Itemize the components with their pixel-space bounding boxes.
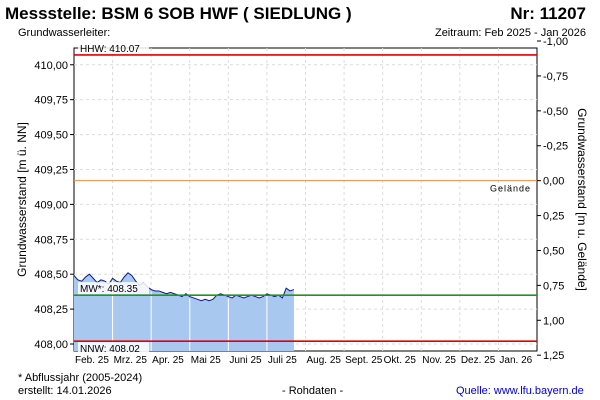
y2-tick-label: -0,50	[543, 106, 568, 118]
reference-label-gelaende: Gelände	[490, 184, 531, 194]
x-tick-label: Juni 25	[229, 355, 262, 366]
reference-label-bg	[78, 282, 150, 295]
x-tick-label: Dez. 25	[461, 355, 496, 366]
reference-label-bg	[78, 342, 150, 355]
source-link[interactable]: Quelle: www.lfu.bayern.de	[456, 385, 584, 397]
raw-data-note: - Rohdaten -	[282, 385, 344, 397]
x-tick-label: Sept. 25	[345, 355, 383, 366]
y-tick-label: 408,75	[34, 234, 68, 246]
y-axis-label: Grundwasserstand [m ü. NN]	[15, 122, 29, 277]
y2-tick-label: -0,75	[543, 71, 568, 83]
y2-tick-label: 0,00	[543, 176, 564, 188]
x-tick-label: Jan. 26	[499, 355, 532, 366]
y2-tick-label: -1,00	[543, 36, 568, 48]
y2-tick-label: -0,25	[543, 141, 568, 153]
y2-tick-label: 0,50	[543, 245, 564, 257]
reference-label-bg	[78, 41, 150, 54]
x-tick-label: Nov. 25	[422, 355, 456, 366]
y-tick-label: 408,50	[34, 269, 68, 281]
y2-tick-label: 0,25	[543, 211, 564, 223]
y-tick-label: 409,50	[34, 130, 68, 142]
x-tick-label: Apr. 25	[152, 355, 184, 366]
y-tick-label: 409,25	[34, 164, 68, 176]
y-tick-label: 409,00	[34, 199, 68, 211]
y2-tick-label: 0,75	[543, 280, 564, 292]
x-tick-label: Aug. 25	[307, 355, 342, 366]
page-title: Messstelle: BSM 6 SOB HWF ( SIEDLUNG )	[5, 4, 352, 23]
period-label: Zeitraum: Feb 2025 - Jan 2026	[434, 27, 586, 39]
reference-label-mw: MW*: 408.35	[80, 284, 138, 295]
reference-label-nnw: NNW: 408.02	[80, 344, 140, 355]
x-tick-label: Juli 25	[268, 355, 297, 366]
y-tick-label: 408,00	[34, 339, 68, 351]
x-tick-label: Mai 25	[191, 355, 221, 366]
station-number: Nr: 11207	[510, 4, 586, 23]
x-tick-label: Okt. 25	[384, 355, 417, 366]
footnote: * Abflussjahr (2005-2024)	[18, 372, 143, 384]
y2-tick-label: 1,25	[543, 350, 564, 362]
x-tick-label: Mrz. 25	[114, 355, 148, 366]
reference-label-hhw: HHW: 410.07	[80, 44, 140, 55]
aquifer-label: Grundwasserleiter:	[18, 27, 111, 39]
x-tick-label: Feb. 25	[75, 355, 109, 366]
y2-tick-label: 1,00	[543, 315, 564, 327]
y-tick-label: 408,25	[34, 304, 68, 316]
y2-axis-label: Grundwasserstand [m u. Gelände]	[575, 108, 589, 291]
created-date: erstellt: 14.01.2026	[18, 385, 112, 397]
y-tick-label: 409,75	[34, 95, 68, 107]
y-tick-label: 410,00	[34, 60, 68, 72]
